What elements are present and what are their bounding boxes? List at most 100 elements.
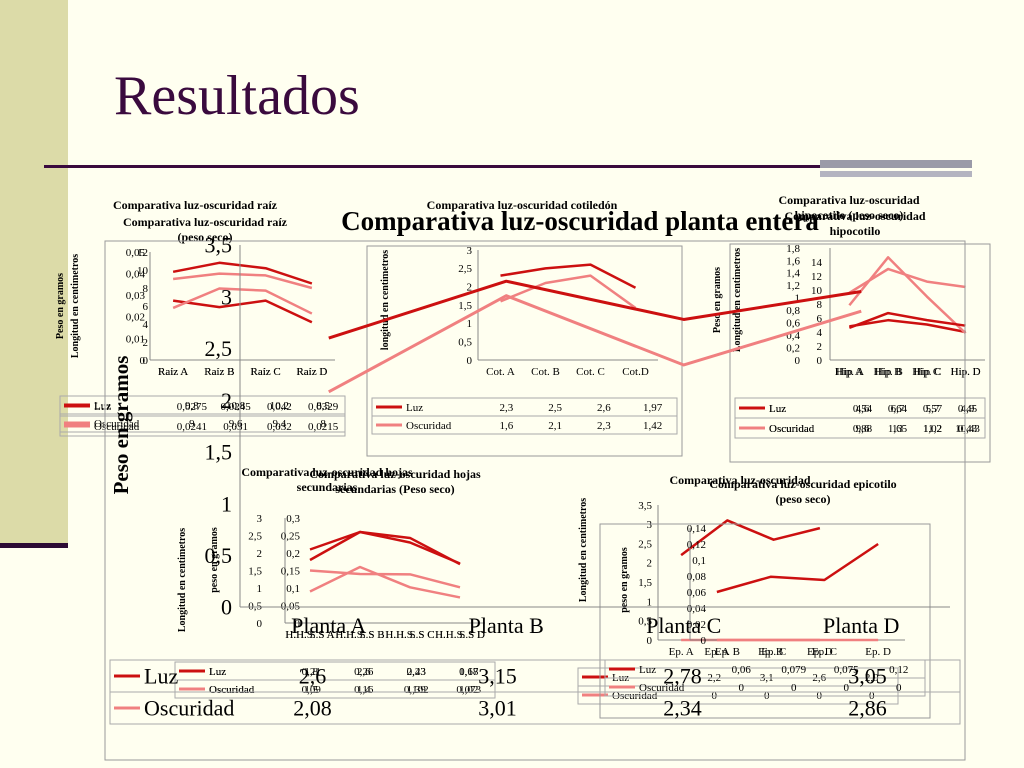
epicotilo-peso-title-line: (peso seco) <box>776 492 831 506</box>
raiz-longitud-y-tick-label: 6 <box>143 301 149 313</box>
hipocotilo-peso-y-tick-label: 1,2 <box>786 280 800 292</box>
hojas-peso-table-cell: 0,16 <box>354 684 374 696</box>
epicotilo-longitud-title-line: Comparativa luz-oscuridad <box>670 473 811 487</box>
raiz-peso-title-line: Comparativa luz-oscuridad raíz <box>123 215 288 229</box>
hojas-peso-x-tick-label: H.H.S. S C <box>385 629 434 641</box>
raiz-longitud-y-tick-label: 2 <box>143 337 149 349</box>
hipocotilo-peso-table-cell: 0,45 <box>958 403 978 415</box>
hipocotilo-peso-y-tick-label: 1,8 <box>786 243 800 255</box>
cotiledon-longitud-table-cell: 2,6 <box>597 402 611 414</box>
hipocotilo-longitud-y-tick-label: 14 <box>811 257 823 269</box>
raiz-peso-series-line-luz <box>172 299 313 324</box>
cotiledon-longitud-frame <box>366 245 683 457</box>
planta-entera-y-tick-label: 1,5 <box>205 440 233 465</box>
epicotilo-longitud-y-tick-label: 3,5 <box>638 500 652 512</box>
epicotilo-longitud-y-tick-label: 2 <box>647 558 653 570</box>
hojas-peso-table-cell: 0,21 <box>302 666 321 678</box>
hojas-longitud-x-tick-label: H.H. S.S B <box>335 629 384 641</box>
slide-sidebar <box>0 0 68 548</box>
hipocotilo-longitud-title-line: Comparativa luz-oscuridad <box>785 209 926 223</box>
cotiledon-longitud-x-tick-label: Cot. A <box>486 366 515 378</box>
planta-entera-series-line-luz <box>328 279 862 340</box>
hojas-peso-table-cell: 0,17 <box>459 666 479 678</box>
epicotilo-peso-legend-label: Oscuridad <box>639 682 685 694</box>
epicotilo-peso-y-axis-label: peso en gramos <box>619 547 630 613</box>
hipocotilo-peso-x-tick-label: Hip A <box>836 366 863 378</box>
cotiledon-longitud-y-tick-label: 3 <box>467 245 473 257</box>
raiz-longitud-x-tick-label: Raíz A <box>158 366 188 378</box>
hojas-longitud-legend-label: Luz <box>209 666 226 678</box>
raiz-peso-y-tick-label: 0,01 <box>126 333 145 345</box>
raiz-peso-table-cell: 0,0215 <box>308 421 339 433</box>
hojas-peso-y-tick-label: 0,1 <box>286 583 300 595</box>
hipocotilo-peso-y-tick-label: 1 <box>795 293 801 305</box>
raiz-longitud-series-line-luz <box>172 261 313 285</box>
epicotilo-peso-x-tick-label: Ep. D <box>865 646 891 658</box>
epicotilo-peso-y-tick-label: 0,06 <box>687 587 707 599</box>
cotiledon-longitud-y-tick-label: 0,5 <box>458 337 472 349</box>
hipocotilo-peso-y-tick-label: 0,2 <box>786 342 800 354</box>
hipocotilo-peso-series-line-luz <box>849 318 966 334</box>
hipocotilo-longitud-y-tick-label: 8 <box>817 299 823 311</box>
slide-title: Resultados <box>114 65 360 127</box>
epicotilo-longitud-series-line-luz <box>680 519 821 557</box>
hojas-longitud-y-tick-label: 2 <box>257 548 263 560</box>
hojas-longitud-table-cell: 1,68 <box>459 666 479 678</box>
hojas-longitud-y-tick-label: 1,5 <box>248 565 262 577</box>
raiz-longitud-table-cell: 9,4 <box>273 418 287 430</box>
raiz-peso-y-tick-label: 0,05 <box>126 247 146 259</box>
raiz-longitud-table-cell: 9,8 <box>185 400 199 412</box>
hojas-peso-title-line: Comparativa luz-oscuridad hojas <box>309 467 481 481</box>
hipocotilo-peso-table-cell: 0,57 <box>923 403 943 415</box>
hipocotilo-peso-title-line: hipocotilo (peso seco) <box>795 208 904 222</box>
hojas-longitud-table-cell: 1,02 <box>459 684 478 696</box>
raiz-peso-series-line-oscuridad <box>172 287 313 315</box>
hipocotilo-longitud-legend-label: Oscuridad <box>769 423 815 435</box>
raiz-longitud-table-cell: 9 <box>189 418 195 430</box>
hipocotilo-longitud-y-axis-label: Longitud en centimetros <box>732 248 743 352</box>
planta-entera-title-line: Comparativa luz-oscuridad planta entera <box>341 206 819 236</box>
hojas-longitud-y-tick-label: 0 <box>257 618 263 630</box>
hipocotilo-longitud-x-tick-label: Hip. C <box>912 366 941 378</box>
epicotilo-peso-x-tick-label: Ep. C <box>812 646 837 658</box>
cotiledon-longitud-x-tick-label: Cot.D <box>622 366 649 378</box>
epicotilo-longitud-x-tick-label: Ep. A <box>669 646 694 658</box>
planta-entera-frame <box>104 240 966 761</box>
hojas-longitud-table-cell: 2,6 <box>357 666 371 678</box>
hojas-peso-y-tick-label: 0,05 <box>281 600 301 612</box>
raiz-longitud-table-cell: 9,6 <box>229 418 243 430</box>
raiz-peso-table-cell: 0,032 <box>267 421 292 433</box>
epicotilo-peso-series-line-luz <box>716 542 879 594</box>
epicotilo-longitud-y-tick-label: 0,5 <box>638 616 652 628</box>
planta-entera-table-cell: 2,86 <box>848 696 887 721</box>
raiz-longitud-table-cell: 8 <box>320 418 326 430</box>
raiz-peso-table-cell: 0,0275 <box>177 401 208 413</box>
title-rule-accent-2 <box>820 171 972 177</box>
hojas-longitud-table-cell: 1,4 <box>357 684 371 696</box>
epicotilo-longitud-y-tick-label: 1 <box>647 596 653 608</box>
hojas-peso-y-tick-label: 0,25 <box>281 530 301 542</box>
planta-entera-table-cell: 2,34 <box>663 696 702 721</box>
hipocotilo-longitud-y-tick-label: 2 <box>817 341 823 353</box>
hojas-longitud-y-tick-label: 1 <box>257 583 263 595</box>
hojas-longitud-y-tick-label: 2,5 <box>248 530 262 542</box>
hipocotilo-longitud-y-tick-label: 12 <box>811 271 822 283</box>
hipocotilo-longitud-table-cell: 11,2 <box>923 423 942 435</box>
hipocotilo-longitud-series-line-luz <box>848 311 966 329</box>
cotiledon-longitud-y-tick-label: 1,5 <box>458 300 472 312</box>
raiz-longitud-x-tick-label: Raíz D <box>296 366 327 378</box>
planta-entera-legend-label: Oscuridad <box>144 696 234 721</box>
hipocotilo-longitud-legend-label: Luz <box>769 403 786 415</box>
hojas-peso-y-tick-label: 0,3 <box>286 513 300 525</box>
title-rule-accent <box>820 160 972 168</box>
epicotilo-longitud-x-tick-label: Ep. D <box>807 646 833 658</box>
epicotilo-peso-y-tick-label: 0,14 <box>687 523 707 535</box>
raiz-peso-table-cell: 0,031 <box>223 421 248 433</box>
raiz-peso-x-tick-label: Raiz A <box>158 366 188 378</box>
raiz-peso-table-cell: 0,042 <box>267 401 292 413</box>
hipocotilo-longitud-table-cell: 9,6 <box>856 423 870 435</box>
hipocotilo-longitud-x-tick-label: Hip. D <box>951 366 981 378</box>
cotiledon-longitud-y-tick-label: 2,5 <box>458 263 472 275</box>
hojas-peso-table-cell: 0,23 <box>407 666 427 678</box>
